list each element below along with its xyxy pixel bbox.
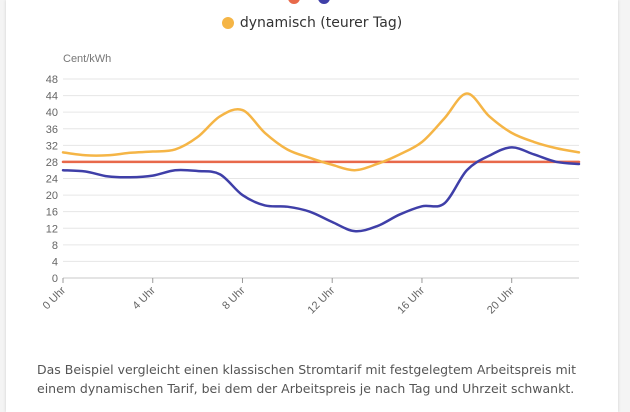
y-tick-label: 4: [52, 256, 58, 268]
series-line-dynamic-expensive: [61, 92, 581, 172]
legend-swatch-dynamic-cheap: [318, 0, 330, 4]
legend-item-dynamic-cheap[interactable]: [318, 0, 336, 4]
y-tick-label: 24: [46, 174, 58, 186]
x-tick-label: 8 Uhr: [220, 284, 248, 312]
grid-layer: [63, 78, 579, 279]
y-axis-label: Cent/kWh: [63, 53, 111, 65]
x-tick-label: 12 Uhr: [305, 284, 337, 316]
y-tick-label: 16: [46, 207, 58, 219]
y-tick-label: 0: [52, 273, 58, 285]
chart-card: dynamisch (teurer Tag) 0 4 8 12 16 20 24 28 32 36…: [6, 0, 618, 412]
x-tick-label: 4 Uhr: [130, 284, 158, 312]
series-line-dynamic-cheap: [61, 146, 581, 233]
x-tick-label: 16 Uhr: [395, 284, 427, 316]
legend-item-dynamic-expensive[interactable]: dynamisch (teurer Tag): [221, 15, 403, 31]
y-tick-label: 32: [46, 140, 58, 152]
y-tick-label: 12: [46, 223, 58, 235]
chart-caption: Das Beispiel vergleicht einen klassische…: [37, 362, 577, 396]
y-tick-label: 40: [46, 107, 58, 119]
y-tick-label: 28: [46, 157, 58, 169]
y-tick-label: 48: [46, 74, 58, 86]
y-tick-label: 20: [46, 190, 58, 202]
legend-swatch-fixed: [288, 0, 300, 4]
x-tick-label: 20 Uhr: [485, 284, 517, 316]
legend-second-row: dynamisch (teurer Tag): [6, 13, 618, 33]
y-tick-label: 36: [46, 124, 58, 136]
legend-label-dynamic-expensive: dynamisch (teurer Tag): [239, 15, 403, 31]
legend-swatch-dynamic-expensive: [221, 17, 234, 29]
x-tick-label: 0 Uhr: [41, 284, 69, 312]
series-layer: [61, 92, 581, 233]
legend-item-fixed[interactable]: [288, 0, 306, 4]
y-tick-label: 8: [52, 240, 58, 252]
legend-top-row: [6, 0, 618, 4]
y-tick-label: 44: [46, 91, 58, 103]
